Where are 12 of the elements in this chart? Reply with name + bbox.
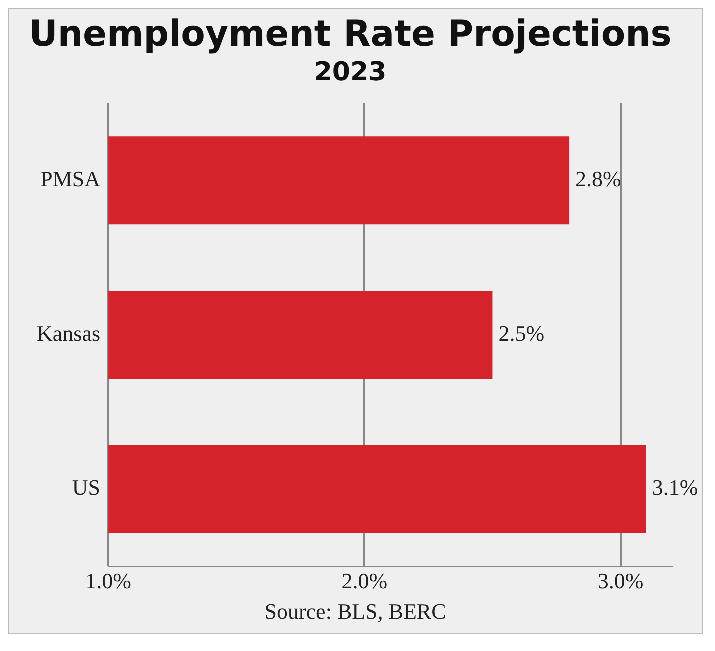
y-tick-label: PMSA — [40, 166, 101, 192]
data-label: 2.8% — [576, 166, 622, 192]
x-tick-label: 2.0% — [342, 568, 388, 594]
chart-subtitle: 2023 — [314, 58, 387, 88]
y-tick-label: Kansas — [36, 320, 101, 346]
chart-title: Unemployment Rate Projections — [29, 14, 672, 56]
data-label: 3.1% — [652, 475, 698, 500]
source-note: Source: BLS, BERC — [264, 599, 448, 626]
y-tick-label: US — [72, 475, 101, 500]
data-label: 2.5% — [498, 320, 545, 346]
x-tick-label: 3.0% — [598, 568, 644, 594]
x-tick-label: 1.0% — [86, 568, 132, 594]
